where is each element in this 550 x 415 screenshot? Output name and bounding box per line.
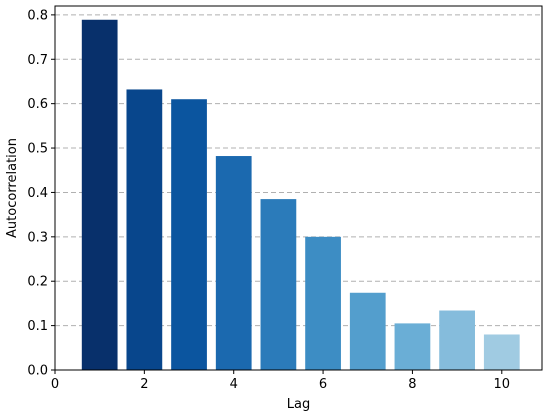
bar-lag-1: [81, 19, 118, 370]
y-axis-title: Autocorrelation: [5, 138, 20, 238]
x-axis-title: Lag: [287, 397, 310, 412]
bar-lag-7: [349, 292, 386, 370]
bar-lag-8: [394, 323, 431, 370]
y-axis-ticks: 0.0 0.1 0.2 0.3 0.4 0.5 0.6 0.7 0.8: [27, 8, 55, 379]
bar-lag-2: [126, 89, 163, 370]
bar-lag-6: [305, 236, 341, 370]
plot-frame: [54, 5, 543, 371]
y-tick-label: 0.4: [27, 186, 48, 201]
y-tick-label: 0.8: [27, 8, 48, 23]
bar-lag-3: [171, 99, 207, 370]
x-tick-label: 10: [494, 377, 511, 392]
y-tick-label: 0.5: [27, 142, 48, 157]
y-tick-label: 0.1: [27, 319, 48, 334]
bar-lag-10: [483, 334, 520, 370]
x-tick-label: 6: [319, 377, 327, 392]
x-tick-label: 8: [408, 377, 416, 392]
x-tick-label: 4: [230, 377, 238, 392]
x-tick-label: 2: [140, 377, 148, 392]
bars: [81, 19, 520, 370]
y-tick-label: 0.6: [27, 97, 48, 112]
y-tick-label: 0.3: [27, 230, 48, 245]
y-tick-label: 0.2: [27, 275, 48, 290]
bar-lag-9: [439, 310, 475, 370]
x-axis-ticks: 0 2 4 6 8 10: [51, 370, 510, 392]
x-tick-label: 0: [51, 377, 59, 392]
y-tick-label: 0.7: [27, 53, 48, 68]
bar-lag-4: [215, 156, 252, 370]
bar-lag-5: [260, 199, 297, 370]
y-tick-label: 0.0: [27, 364, 48, 379]
